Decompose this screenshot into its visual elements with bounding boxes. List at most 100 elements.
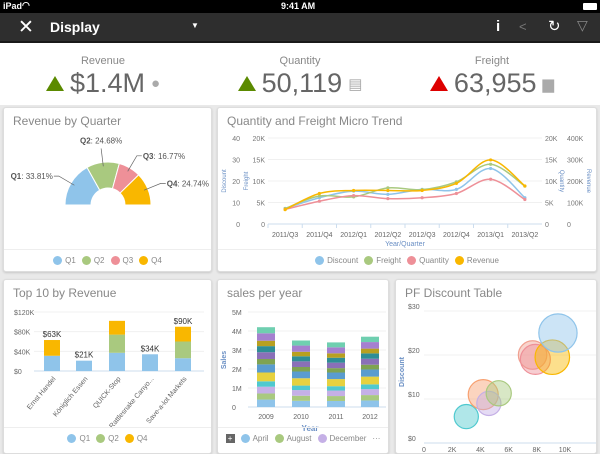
legend-item[interactable]: April <box>240 434 269 443</box>
stacked-bar-chart: 0 1M 2M 3M 4M 5M Sales 2009 2010 2011 2012 Year <box>221 310 386 433</box>
data-point <box>386 188 390 193</box>
share-icon[interactable]: < <box>519 19 527 34</box>
data-point <box>386 192 390 196</box>
bar-segment <box>257 352 275 359</box>
legend-swatch <box>274 434 284 443</box>
trend-up-icon <box>429 76 448 91</box>
x-tick-label: QUICK-Stop <box>92 376 122 410</box>
bar-segment <box>292 385 310 391</box>
filter-icon[interactable]: ▽ <box>577 17 588 33</box>
bar-segment <box>109 352 125 371</box>
bar-segment <box>257 346 275 353</box>
bubble-chart: $0$10$20$3002K4K6K8K10KQuantityDiscount <box>399 304 596 454</box>
legend-item[interactable]: Freight <box>364 256 401 265</box>
revenue-by-quarter-card[interactable]: Revenue by Quarter Q1: 33.81% Q2: 24.68% Q… <box>3 107 212 272</box>
dashboard-title[interactable]: Display <box>50 19 100 35</box>
sales-per-year-card[interactable]: sales per year 0 1M 2M 3M 4M 5M Sales 2009 2010 2… <box>217 279 389 454</box>
pie-slice <box>119 174 152 206</box>
y-axis-title: Discount <box>399 356 406 387</box>
x-tick-label: 2011/Q4 <box>306 232 332 239</box>
tick-label: 100K <box>567 201 584 208</box>
legend-label: Discount <box>327 256 359 265</box>
legend-swatch <box>315 256 325 265</box>
x-tick-label: 0 <box>422 447 426 454</box>
bar-segment <box>361 336 379 343</box>
legend-item[interactable]: Q3 <box>110 256 133 265</box>
data-point <box>454 187 458 191</box>
data-point <box>386 197 390 201</box>
tick-label: 20 <box>232 179 240 186</box>
bar-segment <box>361 348 379 354</box>
expand-legend-button[interactable]: + <box>225 434 235 443</box>
bar-segment <box>109 320 125 335</box>
kpi-quantity[interactable]: Quantity 50,119 ▤ <box>200 43 400 99</box>
top10-card[interactable]: Top 10 by Revenue $0 $40K $80K $120K $63K Ern… <box>3 279 212 454</box>
card-title: Top 10 by Revenue <box>13 286 117 300</box>
tick-label: 0 <box>545 222 549 229</box>
bubble <box>534 339 571 376</box>
legend-item[interactable]: Q4 <box>139 256 162 265</box>
tick-label: $0 <box>408 436 416 443</box>
legend-item[interactable]: Q1 <box>53 256 76 265</box>
x-tick-label: 2K <box>448 447 457 454</box>
data-point <box>420 188 424 193</box>
axis-title: Revenue <box>585 169 591 194</box>
legend-more-button[interactable]: ··· <box>372 434 381 443</box>
abacus-icon: ▤ <box>348 75 363 93</box>
legend-swatch <box>364 256 374 265</box>
x-tick-label: 2012/Q4 <box>443 232 470 239</box>
legend-label: Q4 <box>136 434 148 443</box>
legend-item[interactable]: Discount <box>315 256 358 265</box>
bar-segment <box>361 389 379 396</box>
tick-label: 400K <box>567 136 584 143</box>
bar-segment <box>327 386 345 391</box>
bar-segment <box>292 371 310 379</box>
info-icon[interactable]: i <box>496 18 501 35</box>
tick-label: 0 <box>236 222 240 229</box>
leader-line <box>100 148 104 167</box>
battery-icon <box>583 3 597 10</box>
legend-label: April <box>252 434 269 443</box>
tick-label: 0 <box>567 222 571 229</box>
caret-down-icon[interactable]: ▼ <box>191 21 199 30</box>
legend-item[interactable]: Q4 <box>124 434 148 443</box>
bar-segment <box>361 384 379 390</box>
tick-label: 200K <box>567 179 584 186</box>
slice-label: Q3: 16.77% <box>143 152 185 161</box>
tick-label: 5M <box>232 310 242 317</box>
x-tick-label: 4K <box>476 447 485 454</box>
kpi-label: Quantity <box>279 55 321 67</box>
bar-segment <box>175 358 191 371</box>
legend-item[interactable]: August <box>274 434 312 443</box>
bar-segment <box>327 357 345 363</box>
x-tick-label: 2011 <box>328 414 343 421</box>
bar-segment <box>257 381 275 387</box>
data-point <box>489 162 493 166</box>
bar-segment <box>292 356 310 362</box>
y-axis-title: Sales <box>221 351 228 369</box>
bar-segment <box>292 390 310 396</box>
refresh-icon[interactable]: ↻ <box>548 18 561 35</box>
tick-label: 5K <box>545 201 554 208</box>
legend-swatch <box>407 256 417 265</box>
data-point <box>454 181 458 185</box>
kpi-freight[interactable]: Freight 63,955 ▆ <box>392 43 592 99</box>
chart-legend: Q1 Q2 Q4 <box>4 427 211 449</box>
kpi-value: $1.4M <box>69 68 145 98</box>
kpi-revenue[interactable]: Revenue $1.4M ● <box>3 43 203 99</box>
legend-item[interactable]: Quantity <box>407 256 449 265</box>
legend-item[interactable]: Q1 <box>67 434 90 443</box>
legend-label: Q1 <box>65 256 76 265</box>
pf-discount-card[interactable]: PF Discount Table $0 $10 $20 $30 0 2K 4K 6K 8K 10… <box>395 279 597 454</box>
bar-segment <box>175 326 191 342</box>
legend-item[interactable]: December <box>317 434 366 443</box>
micro-trend-card[interactable]: Quantity and Freight Micro Trend 0 0 0 0 10 5… <box>217 107 597 272</box>
bar-segment <box>292 366 310 372</box>
legend-swatch <box>81 256 91 265</box>
legend-item[interactable]: Revenue <box>454 256 499 265</box>
legend-item[interactable]: Q2 <box>96 434 119 443</box>
close-icon[interactable]: ✕ <box>18 17 34 38</box>
bar-segment <box>327 372 345 380</box>
bar-segment <box>257 393 275 400</box>
legend-item[interactable]: Q2 <box>81 256 105 265</box>
